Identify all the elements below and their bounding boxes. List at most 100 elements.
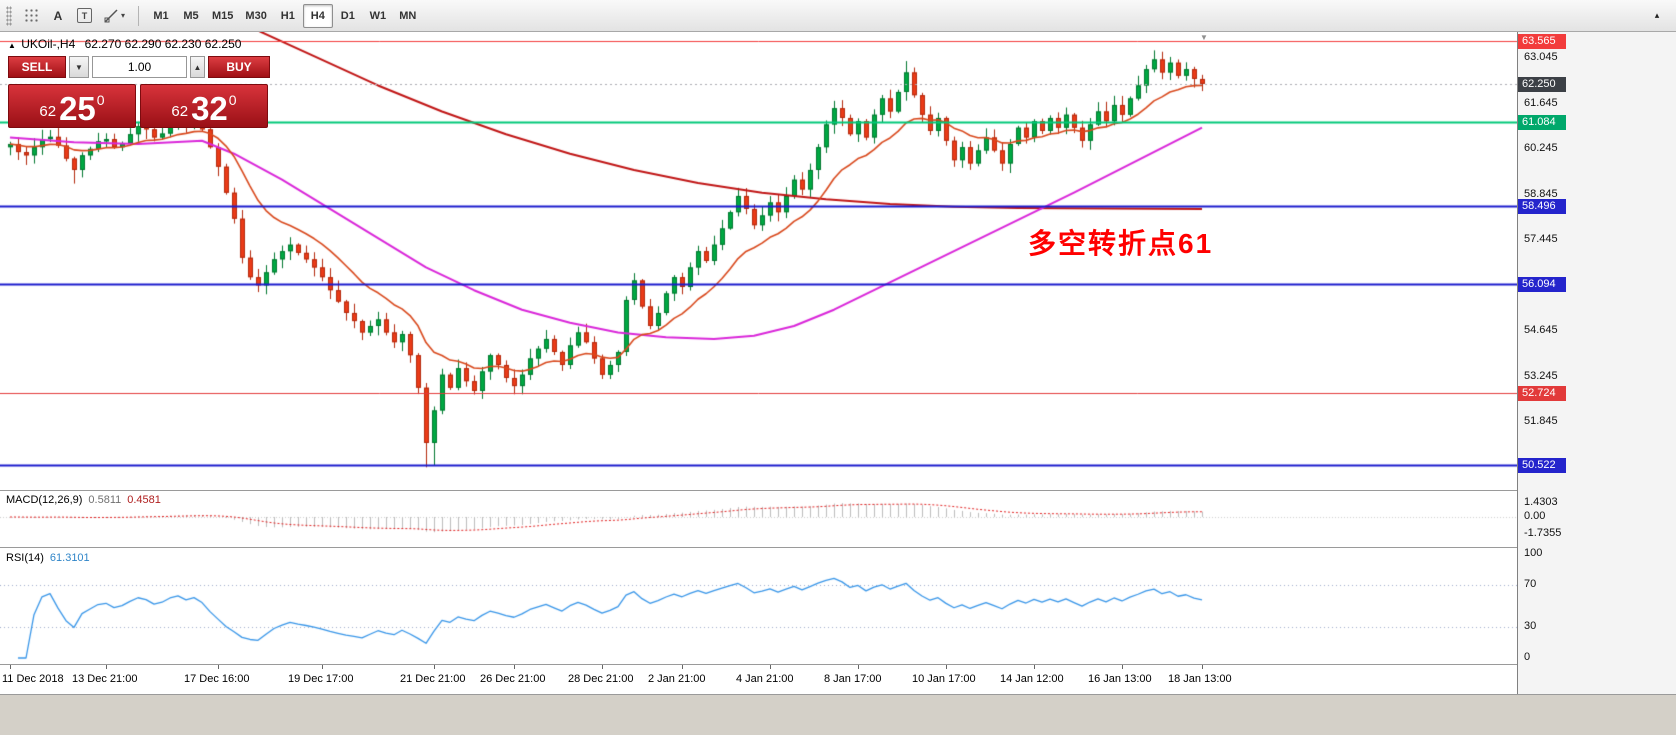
price-axis[interactable]: 63.045 61.645 60.245 58.845 57.445 54.645 53.2…: [1517, 32, 1676, 694]
price-badge: 50.522: [1518, 457, 1566, 473]
time-label: 18 Jan 13:00: [1168, 673, 1232, 685]
macd-axis-label: -1.7355: [1524, 527, 1562, 540]
label-tool-glyph: T: [77, 8, 92, 23]
price-axis-label: 63.045: [1524, 51, 1558, 63]
one-click-trading-widget: SELL ▼ 1.00 ▲ BUY 62 25 0 62 32 0: [8, 56, 270, 128]
chart-text-annotation[interactable]: 多空转折点61: [1028, 228, 1214, 259]
chart-shift-marker-icon[interactable]: ▼: [1200, 33, 1208, 42]
symbol-marker-icon: ▲: [8, 41, 16, 50]
time-axis-tick: [10, 665, 11, 669]
timeframe-m30-button[interactable]: M30: [239, 4, 272, 28]
time-axis-tick: [514, 665, 515, 669]
price-axis-label: 58.845: [1524, 187, 1558, 200]
quote-ohlc-values: 62.270 62.290 62.230 62.250: [84, 37, 242, 51]
panel-separator: [0, 664, 1676, 665]
price-badge: 58.496: [1518, 198, 1566, 214]
time-label: 26 Dec 21:00: [480, 673, 546, 685]
buy-button[interactable]: BUY: [208, 56, 270, 78]
panel-separator[interactable]: [0, 490, 1676, 491]
text-tool-icon[interactable]: A: [53, 8, 63, 23]
time-label: 17 Dec 16:00: [184, 673, 250, 685]
timeframe-m1-button[interactable]: M1: [146, 4, 176, 28]
time-axis-tick: [434, 665, 435, 669]
time-axis-tick: [1034, 665, 1035, 669]
price-axis-label: 60.245: [1524, 142, 1558, 154]
price-axis-label: 57.445: [1524, 233, 1558, 245]
rsi-name: RSI(14): [6, 552, 44, 564]
rsi-label: RSI(14) 61.3101: [6, 552, 90, 564]
macd-canvas[interactable]: [0, 491, 1517, 547]
rsi-value: 61.3101: [49, 552, 90, 564]
macd-main-value: 0.5811: [88, 494, 122, 506]
time-label: 16 Jan 13:00: [1088, 673, 1152, 685]
volume-input[interactable]: 1.00: [92, 56, 187, 78]
toolbar-overflow-icon[interactable]: ▴: [1654, 10, 1660, 20]
time-axis-tick: [946, 665, 947, 669]
bid-point: 0: [96, 92, 105, 108]
rsi-axis-label: 70: [1524, 578, 1537, 591]
ask-price-box[interactable]: 62 32 0: [140, 84, 268, 128]
timeframe-mn-button[interactable]: MN: [393, 4, 423, 28]
macd-axis-label: 0.00: [1524, 510, 1546, 522]
timeframe-h1-button[interactable]: H1: [273, 4, 303, 28]
trendline-icon: [104, 8, 118, 23]
time-axis-tick: [218, 665, 219, 669]
toolbar: A T ▾ M1 M5 M15 M30 H1 H4 D1 W1 MN ▴: [0, 0, 1676, 32]
timeframe-w1-button[interactable]: W1: [363, 4, 393, 28]
time-axis-tick: [770, 665, 771, 669]
footer-strip: [0, 694, 1676, 735]
time-axis-tick: [1202, 665, 1203, 669]
volume-increase-button[interactable]: ▲: [190, 56, 205, 78]
bid-whole: 62: [39, 103, 57, 120]
bid-pips: 25: [59, 89, 96, 127]
volume-dropdown-button[interactable]: ▼: [69, 56, 89, 78]
symbol-timeframe: UKOil-,H4: [21, 37, 76, 51]
time-label: 21 Dec 21:00: [400, 673, 466, 685]
time-label: 14 Jan 12:00: [1000, 673, 1064, 685]
rsi-axis-label: 30: [1524, 619, 1537, 632]
macd-name: MACD(12,26,9): [6, 494, 83, 506]
time-label: 4 Jan 21:00: [736, 673, 794, 685]
time-label: 11 Dec 2018: [2, 673, 64, 685]
timeframe-m5-button[interactable]: M5: [176, 4, 206, 28]
sell-button[interactable]: SELL: [8, 56, 66, 78]
rsi-axis-label: 100: [1524, 547, 1543, 559]
time-label: 19 Dec 17:00: [288, 673, 354, 685]
bid-price-box[interactable]: 62 25 0: [8, 84, 136, 128]
toolbar-separator: [138, 5, 140, 26]
time-axis[interactable]: 11 Dec 2018 13 Dec 21:00 17 Dec 16:00 19 De…: [0, 665, 1517, 694]
ask-whole: 62: [171, 103, 189, 120]
toolbar-grip[interactable]: [6, 5, 12, 26]
price-axis-label: 61.645: [1524, 96, 1558, 109]
time-axis-tick: [602, 665, 603, 669]
ask-pips: 32: [191, 89, 228, 127]
grid-tool-icon[interactable]: [18, 4, 45, 28]
macd-axis-label: 1.4303: [1524, 495, 1558, 508]
time-axis-tick: [858, 665, 859, 669]
price-axis-label: 51.845: [1524, 415, 1558, 427]
macd-label: MACD(12,26,9) 0.5811 0.4581: [6, 494, 161, 506]
price-badge: 62.250: [1518, 76, 1566, 92]
price-badge: 52.724: [1518, 386, 1566, 402]
time-axis-tick: [322, 665, 323, 669]
label-tool-icon[interactable]: T: [71, 4, 98, 28]
ask-point: 0: [228, 92, 237, 108]
timeframe-m15-button[interactable]: M15: [206, 4, 239, 28]
panel-separator[interactable]: [0, 547, 1676, 548]
macd-signal-value: 0.4581: [127, 494, 161, 506]
time-label: 13 Dec 21:00: [72, 673, 138, 685]
shapes-tool-icon[interactable]: ▾: [98, 4, 131, 28]
price-axis-label: 54.645: [1524, 324, 1558, 336]
chevron-down-icon: ▾: [121, 11, 126, 20]
time-axis-tick: [1122, 665, 1123, 669]
timeframe-d1-button[interactable]: D1: [333, 4, 363, 28]
rsi-axis-label: 0: [1524, 651, 1531, 663]
time-axis-tick: [682, 665, 683, 669]
time-label: 8 Jan 17:00: [824, 673, 882, 685]
timeframe-h4-button[interactable]: H4: [302, 3, 333, 28]
time-axis-tick: [106, 665, 107, 669]
price-badge: 56.094: [1518, 276, 1566, 292]
rsi-canvas[interactable]: [0, 548, 1517, 664]
time-label: 2 Jan 21:00: [648, 673, 706, 685]
